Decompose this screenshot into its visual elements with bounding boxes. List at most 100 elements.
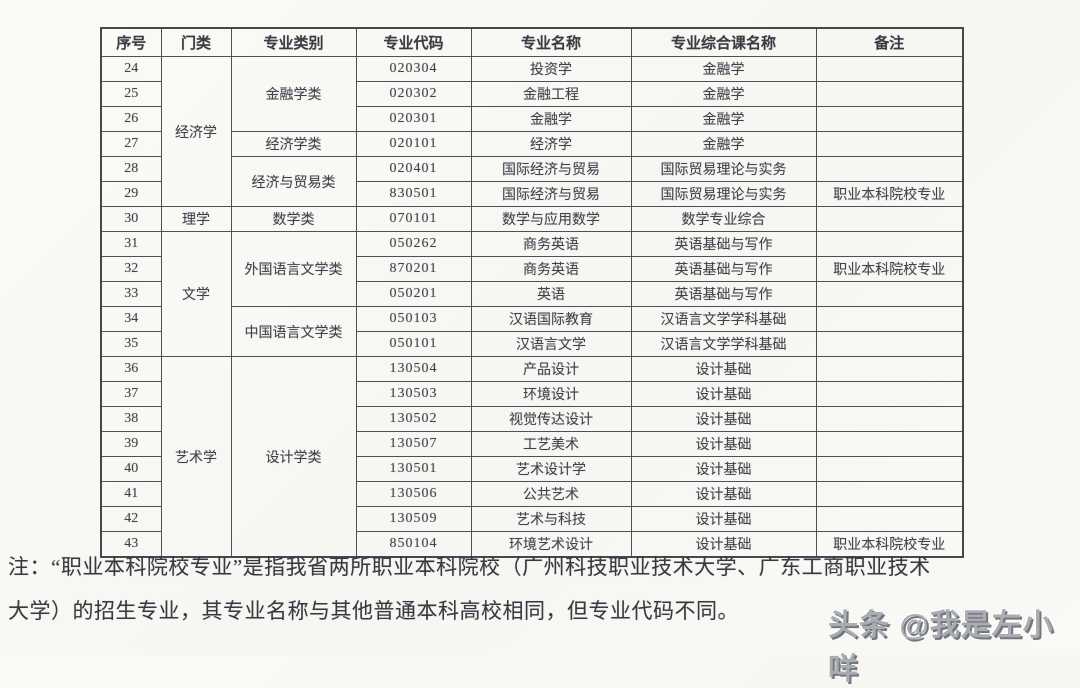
header-row: 序号 门类 专业类别 专业代码 专业名称 专业综合课名称 备注	[100, 27, 964, 57]
cell-code: 130509	[355, 506, 472, 532]
toutiao-watermark: 头条 @我是左小咩	[828, 609, 1054, 686]
cell-major: 商务英语	[470, 231, 632, 257]
cell-code: 130507	[355, 431, 472, 457]
cell-code: 130501	[355, 456, 472, 482]
cell-course: 汉语言文学学科基础	[630, 331, 817, 357]
cell-remark	[815, 81, 964, 107]
cell-major: 商务英语	[470, 256, 632, 282]
table-row: 37 130503 环境设计 设计基础	[100, 381, 964, 407]
cell-no: 41	[100, 481, 162, 507]
cell-code: 870201	[355, 256, 472, 282]
header-cell-major: 专业名称	[470, 27, 632, 57]
cell-no: 28	[100, 156, 162, 182]
table-row: 43 850104 环境艺术设计 设计基础 职业本科院校专业	[100, 531, 964, 558]
table-row: 27 经济学类 020101 经济学 金融学	[100, 131, 964, 157]
cell-code: 020302	[355, 81, 472, 107]
cell-major: 金融工程	[470, 81, 632, 107]
cell-course: 设计基础	[630, 381, 817, 407]
cell-no: 34	[100, 306, 162, 332]
footnote-line-1: 注：“职业本科院校专业”是指我省两所职业本科院校（广州科技职业技术大学、广东工商…	[8, 555, 931, 579]
cell-course: 金融学	[630, 131, 817, 157]
cell-no: 37	[100, 381, 162, 407]
cell-major: 公共艺术	[470, 481, 632, 507]
cell-no: 27	[100, 131, 162, 157]
cell-course: 金融学	[630, 56, 817, 82]
table-row: 26 020301 金融学 金融学	[100, 106, 964, 132]
table-row: 36 艺术学 设计学类 130504 产品设计 设计基础	[100, 356, 964, 558]
cell-no: 40	[100, 456, 162, 482]
cell-course: 英语基础与写作	[630, 256, 817, 282]
table-row: 31 文学 外国语言文学类 050262 商务英语 英语基础与写作	[100, 231, 964, 357]
cell-no: 24	[100, 56, 162, 82]
cell-code: 130506	[355, 481, 472, 507]
cell-course: 设计基础	[630, 506, 817, 532]
cell-major: 视觉传达设计	[470, 406, 632, 432]
table-row: 29 830501 国际经济与贸易 国际贸易理论与实务 职业本科院校专业	[100, 181, 964, 207]
cell-code: 020101	[355, 131, 472, 157]
cell-code: 050262	[355, 231, 472, 257]
cell-remark	[815, 306, 964, 332]
cell-no: 29	[100, 181, 162, 207]
cell-major: 投资学	[470, 56, 632, 82]
cell-category: 经济学类	[230, 131, 357, 157]
cell-category: 数学类	[230, 206, 357, 232]
cell-remark	[815, 356, 964, 382]
cell-remark: 职业本科院校专业	[815, 181, 964, 207]
majors-table-container: 序号 门类 专业类别 专业代码 专业名称 专业综合课名称 备注 24 经济学 金融学…	[100, 27, 964, 558]
cell-major: 汉语言文学	[470, 331, 632, 357]
cell-remark	[815, 56, 964, 82]
cell-category: 设计学类	[230, 356, 357, 558]
cell-no: 26	[100, 106, 162, 132]
cell-major: 产品设计	[470, 356, 632, 382]
cell-remark	[815, 406, 964, 432]
header-cell-course: 专业综合课名称	[630, 27, 817, 57]
table-row: 33 050201 英语 英语基础与写作	[100, 281, 964, 307]
table-row: 35 050101 汉语言文学 汉语言文学学科基础	[100, 331, 964, 357]
cell-no: 25	[100, 81, 162, 107]
cell-course: 汉语言文学学科基础	[630, 306, 817, 332]
cell-remark	[815, 381, 964, 407]
cell-remark	[815, 131, 964, 157]
cell-course: 设计基础	[630, 431, 817, 457]
cell-category: 外国语言文学类	[230, 231, 357, 307]
table-header: 序号 门类 专业类别 专业代码 专业名称 专业综合课名称 备注	[100, 27, 964, 57]
cell-category: 金融学类	[230, 56, 357, 132]
cell-category: 中国语言文学类	[230, 306, 357, 357]
cell-remark	[815, 106, 964, 132]
cell-remark	[815, 156, 964, 182]
table-row: 24 经济学 金融学类 020304 投资学 金融学	[100, 56, 964, 207]
cell-remark	[815, 506, 964, 532]
cell-code: 050201	[355, 281, 472, 307]
footnote: 注：“职业本科院校专业”是指我省两所职业本科院校（广州科技职业技术大学、广东工商…	[8, 545, 1068, 633]
header-cell-no: 序号	[100, 27, 162, 57]
cell-major: 数学与应用数学	[470, 206, 632, 232]
cell-major: 艺术与科技	[470, 506, 632, 532]
table-row: 30 理学 数学类 070101 数学与应用数学 数学专业综合	[100, 206, 964, 232]
cell-major: 环境艺术设计	[470, 531, 632, 558]
table-row: 42 130509 艺术与科技 设计基础	[100, 506, 964, 532]
header-cell-category: 专业类别	[230, 27, 357, 57]
cell-no: 35	[100, 331, 162, 357]
cell-course: 设计基础	[630, 531, 817, 558]
cell-remark: 职业本科院校专业	[815, 531, 964, 558]
cell-no: 33	[100, 281, 162, 307]
cell-code: 130504	[355, 356, 472, 382]
table-row: 28 经济与贸易类 020401 国际经济与贸易 国际贸易理论与实务	[100, 156, 964, 207]
cell-major: 金融学	[470, 106, 632, 132]
table-row: 41 130506 公共艺术 设计基础	[100, 481, 964, 507]
cell-major: 环境设计	[470, 381, 632, 407]
cell-no: 32	[100, 256, 162, 282]
cell-major: 经济学	[470, 131, 632, 157]
cell-menlei: 经济学	[160, 56, 232, 207]
cell-category: 经济与贸易类	[230, 156, 357, 207]
cell-remark	[815, 481, 964, 507]
cell-course: 国际贸易理论与实务	[630, 156, 817, 182]
cell-no: 38	[100, 406, 162, 432]
cell-remark	[815, 206, 964, 232]
cell-code: 830501	[355, 181, 472, 207]
footnote-line-2: 大学）的招生专业，其专业名称与其他普通本科高校相同，但专业代码不同。	[8, 599, 739, 623]
cell-course: 英语基础与写作	[630, 281, 817, 307]
table-row: 40 130501 艺术设计学 设计基础	[100, 456, 964, 482]
cell-code: 130503	[355, 381, 472, 407]
cell-course: 金融学	[630, 81, 817, 107]
